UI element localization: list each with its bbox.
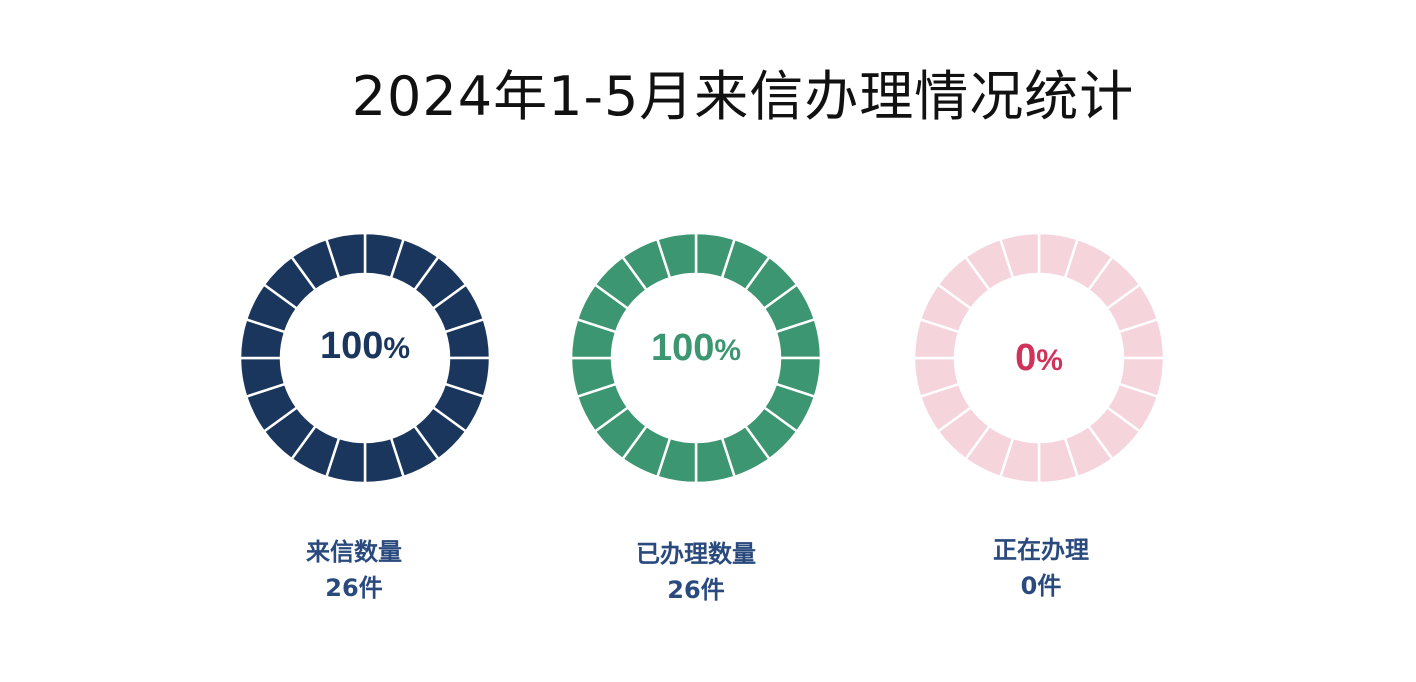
stat-name: 正在办理 <box>993 536 1089 564</box>
donut-chart-in-progress: 0% <box>914 233 1164 483</box>
donut-chart-processed: 100% <box>571 233 821 483</box>
percent-value: 100 <box>319 325 384 367</box>
donut-ring <box>571 233 821 483</box>
percent-value: 0 <box>1015 337 1037 379</box>
stat-name: 来信数量 <box>306 538 402 566</box>
donut-segment <box>998 233 1041 280</box>
percent-value: 100 <box>650 327 715 369</box>
percent-sign: % <box>714 334 742 367</box>
percent-label: 0% <box>914 337 1164 380</box>
chart-title: 2024年1-5月来信办理情况统计 <box>351 65 1135 128</box>
donut-segment <box>655 233 698 280</box>
stat-name: 已办理数量 <box>636 540 756 568</box>
stat-label-letters: 来信数量 26件 <box>224 534 484 606</box>
stat-count: 26件 <box>325 574 383 602</box>
donut-ring <box>240 233 490 483</box>
percent-label: 100% <box>240 325 490 368</box>
stat-count: 0件 <box>1020 572 1062 600</box>
stat-label-in-progress: 正在办理 0件 <box>911 532 1171 604</box>
donut-ring <box>914 233 1164 483</box>
percent-label: 100% <box>571 327 821 370</box>
percent-sign: % <box>1036 344 1063 377</box>
donut-segment <box>324 233 367 280</box>
donut-chart-letters: 100% <box>240 233 490 483</box>
stat-label-processed: 已办理数量 26件 <box>566 536 826 608</box>
stat-count: 26件 <box>667 576 725 604</box>
percent-sign: % <box>383 332 411 365</box>
